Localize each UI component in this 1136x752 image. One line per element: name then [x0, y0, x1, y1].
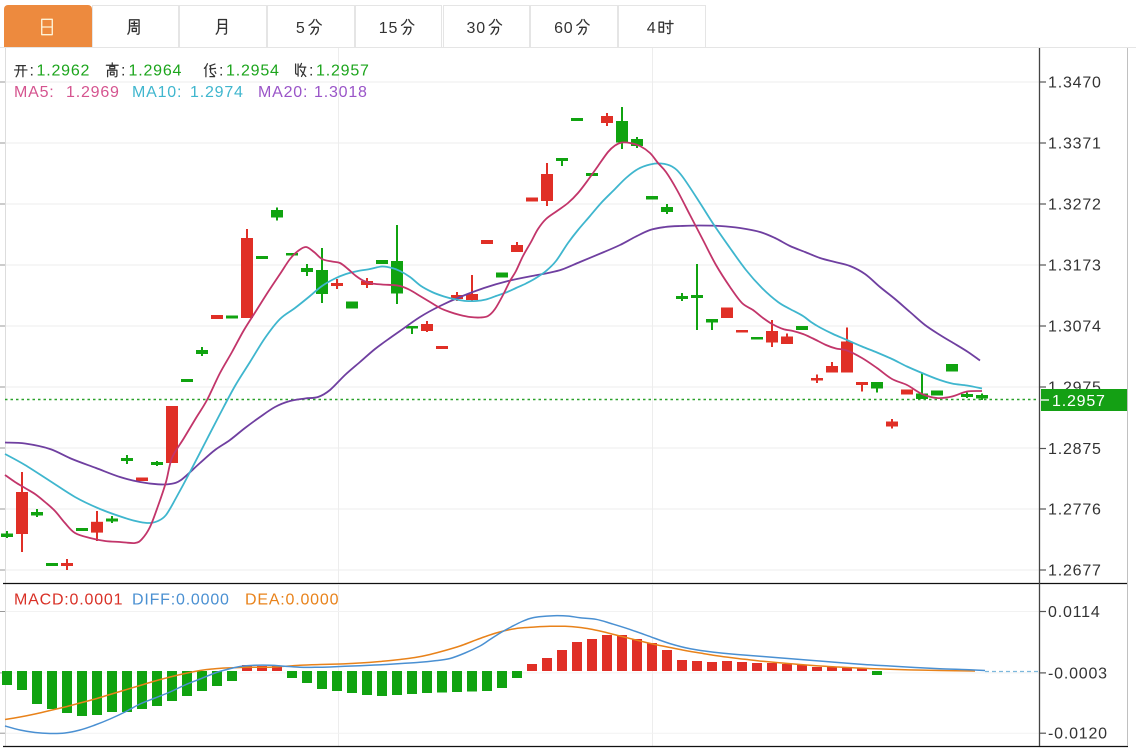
svg-text:1.3074: 1.3074 [1048, 319, 1102, 336]
svg-text:1.2776: 1.2776 [1048, 502, 1102, 519]
svg-text:4: 4 [647, 20, 657, 37]
svg-text:-0.0120: -0.0120 [1048, 726, 1108, 743]
svg-text:1.3371: 1.3371 [1048, 136, 1102, 153]
svg-text:30: 30 [467, 20, 486, 37]
svg-text:1.2964: 1.2964 [129, 63, 183, 80]
svg-text:1.2954: 1.2954 [226, 63, 280, 80]
svg-text::: : [30, 63, 35, 80]
svg-text:1.3018: 1.3018 [314, 84, 368, 101]
svg-text:MA10:: MA10: [132, 84, 182, 101]
svg-text:1.2677: 1.2677 [1048, 563, 1102, 580]
svg-text:MACD:0.0001: MACD:0.0001 [14, 592, 123, 609]
svg-text:1.2969: 1.2969 [66, 84, 120, 101]
svg-text:0.0114: 0.0114 [1048, 604, 1101, 621]
svg-text:MA5:: MA5: [14, 84, 55, 101]
svg-text::: : [121, 63, 126, 80]
svg-text:DEA:0.0000: DEA:0.0000 [245, 592, 339, 609]
svg-text:1.3173: 1.3173 [1048, 258, 1102, 275]
svg-text:MA20:: MA20: [258, 84, 308, 101]
svg-text:1.2875: 1.2875 [1048, 441, 1102, 458]
svg-text:1.2962: 1.2962 [37, 63, 91, 80]
svg-text::: : [219, 63, 224, 80]
svg-text:1.2957: 1.2957 [1052, 393, 1106, 410]
svg-text:60: 60 [554, 20, 573, 37]
svg-text:DIFF:0.0000: DIFF:0.0000 [132, 592, 230, 609]
svg-text:15: 15 [379, 20, 398, 37]
svg-text:5: 5 [296, 20, 306, 37]
svg-text:-0.0003: -0.0003 [1048, 665, 1108, 682]
svg-text::: : [309, 63, 314, 80]
svg-text:1.3470: 1.3470 [1048, 75, 1102, 92]
svg-text:1.2974: 1.2974 [190, 84, 244, 101]
svg-text:1.3272: 1.3272 [1048, 197, 1102, 214]
svg-text:1.2957: 1.2957 [316, 63, 370, 80]
